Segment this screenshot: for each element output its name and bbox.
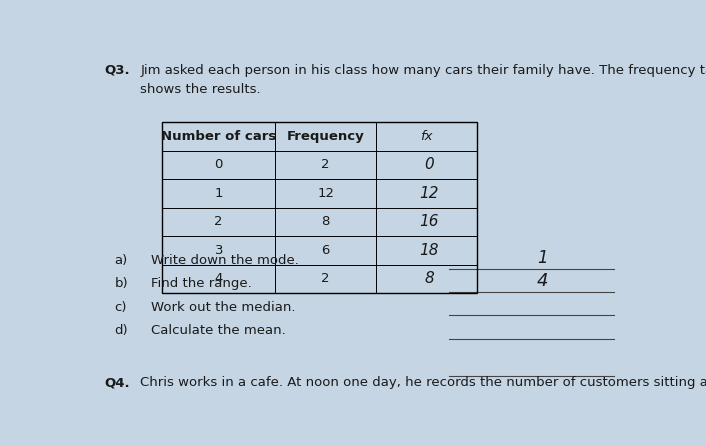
Text: 4: 4 [537, 272, 548, 290]
Text: d): d) [114, 324, 128, 337]
Text: 0: 0 [215, 158, 223, 171]
Text: Number of cars: Number of cars [161, 130, 276, 143]
Text: 12: 12 [317, 187, 334, 200]
Text: 8: 8 [424, 272, 434, 286]
Text: fx: fx [420, 130, 433, 143]
Text: shows the results.: shows the results. [140, 83, 261, 96]
Text: 2: 2 [321, 158, 330, 171]
Text: 0: 0 [424, 157, 434, 173]
Text: b): b) [114, 277, 128, 290]
Text: 16: 16 [419, 215, 439, 230]
Text: Write down the mode.: Write down the mode. [151, 254, 299, 268]
Text: Calculate the mean.: Calculate the mean. [151, 324, 286, 337]
Text: Chris works in a cafe. At noon one day, he records the number of customers sitti: Chris works in a cafe. At noon one day, … [140, 376, 706, 389]
Text: 2: 2 [321, 273, 330, 285]
Text: Q3.: Q3. [104, 64, 131, 77]
Text: a): a) [114, 254, 128, 268]
Text: 18: 18 [419, 243, 439, 258]
Text: Q4.: Q4. [104, 376, 131, 389]
Text: 1: 1 [215, 187, 223, 200]
Text: Work out the median.: Work out the median. [151, 301, 296, 314]
Text: 4: 4 [215, 273, 223, 285]
Text: 3: 3 [215, 244, 223, 257]
Text: Jim asked each person in his class how many cars their family have. The frequenc: Jim asked each person in his class how m… [140, 64, 706, 77]
Text: 12: 12 [419, 186, 439, 201]
Text: 1: 1 [537, 249, 548, 267]
Text: Frequency: Frequency [287, 130, 364, 143]
Text: Find the range.: Find the range. [151, 277, 252, 290]
Text: c): c) [114, 301, 127, 314]
Text: 8: 8 [321, 215, 330, 228]
Text: 6: 6 [321, 244, 330, 257]
Text: 2: 2 [215, 215, 223, 228]
